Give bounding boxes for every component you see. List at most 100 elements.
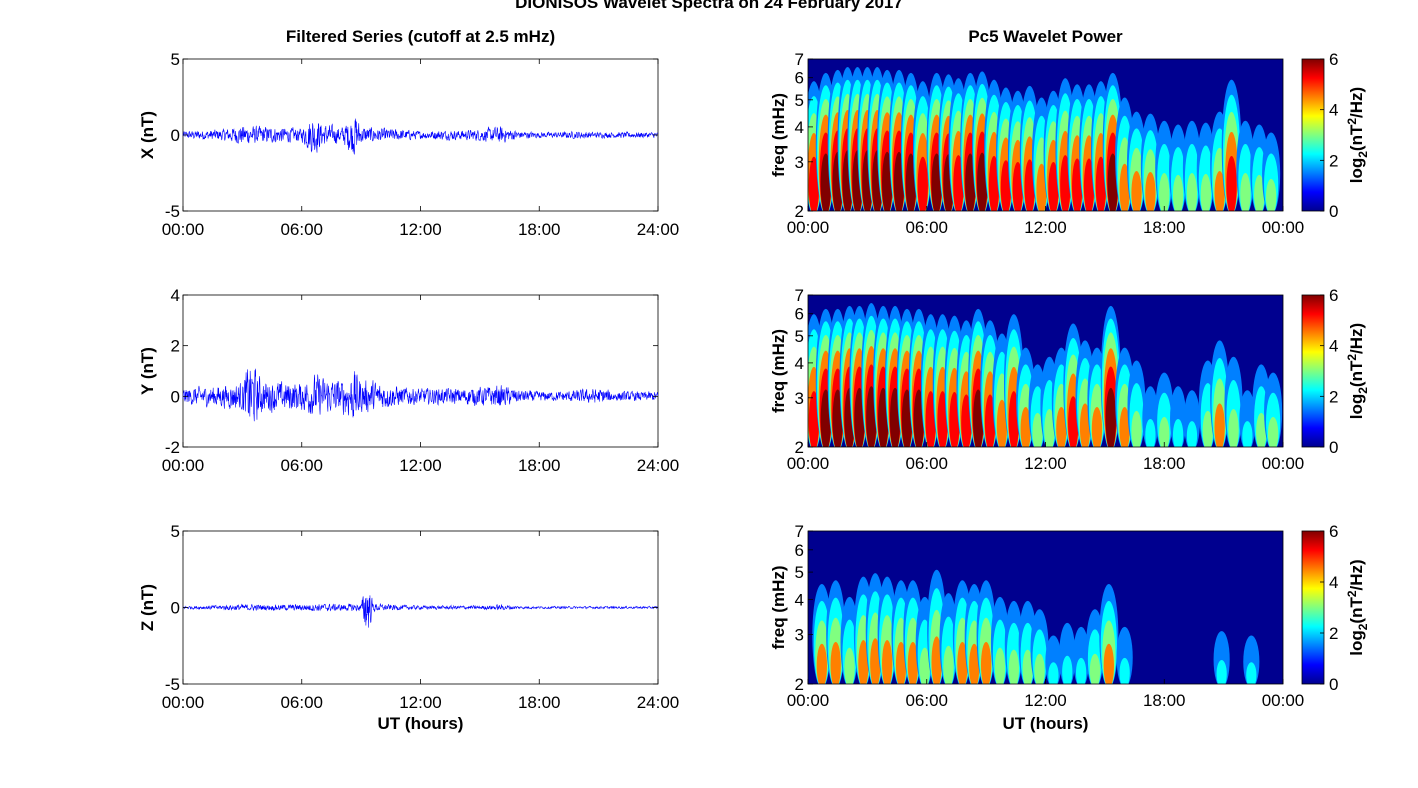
x-tick-label: 18:00 — [1143, 691, 1186, 710]
colorbar-1 — [1301, 58, 1325, 212]
wavelet-burst — [1242, 421, 1253, 447]
freq-tick-label: 4 — [795, 590, 804, 609]
wavelet-burst — [1159, 416, 1170, 447]
x-tick-label: 06:00 — [905, 454, 948, 473]
wavelet-burst — [870, 638, 881, 684]
wavelet-column-title: Pc5 Wavelet Power — [968, 27, 1123, 46]
wavelet-burst — [1072, 158, 1083, 211]
wavelet-burst — [1256, 412, 1267, 447]
wavelet-heatmap-3 — [808, 531, 1283, 684]
y-tick-label: 2 — [171, 337, 180, 356]
x-tick-label: 18:00 — [518, 456, 561, 475]
time-series-ylabel-2: Y (nT) — [138, 347, 157, 395]
freq-tick-label: 7 — [795, 522, 804, 541]
wavelet-burst — [917, 156, 928, 211]
wavelet-burst — [996, 399, 1008, 447]
wavelet-burst — [1083, 158, 1095, 211]
wavelet-burst — [1228, 408, 1239, 447]
freq-tick-label: 5 — [795, 91, 804, 110]
y-tick-label: 5 — [171, 50, 180, 69]
wavelet-burst — [844, 647, 855, 684]
wavelet-burst — [980, 641, 992, 684]
colorbar-tick-label: 4 — [1329, 573, 1338, 592]
colorbar-tick-label: 0 — [1329, 438, 1338, 457]
freq-tick-label: 3 — [795, 153, 804, 172]
wavelet-heatmap-1 — [808, 59, 1283, 211]
x-tick-label: 12:00 — [1024, 218, 1067, 237]
wavelet-burst — [1202, 410, 1213, 447]
wavelet-burst — [1254, 174, 1265, 211]
x-tick-label: 00:00 — [1262, 691, 1305, 710]
x-tick-label: 12:00 — [399, 693, 442, 712]
colorbar-tick-label: 6 — [1329, 286, 1338, 305]
wavelet-burst — [1119, 407, 1130, 447]
x-tick-label: 00:00 — [162, 456, 205, 475]
wavelet-burst — [943, 645, 954, 684]
wavelet-burst — [994, 647, 1006, 684]
freq-tick-label: 5 — [795, 327, 804, 346]
wavelet-burst — [931, 636, 942, 684]
time-series-axes-2 — [182, 294, 659, 448]
wavelet-burst — [1131, 410, 1142, 447]
freq-tick-label: 2 — [795, 202, 804, 221]
wavelet-burst — [1020, 407, 1031, 447]
wavelet-burst — [858, 640, 869, 684]
wavelet-burst — [1119, 163, 1130, 211]
figure-title: DIONISOS Wavelet Spectra on 24 February … — [515, 0, 903, 12]
y-tick-label: 0 — [171, 126, 180, 145]
wavelet-burst — [1022, 649, 1033, 684]
wavelet-burst — [961, 394, 972, 447]
freq-tick-label: 3 — [795, 625, 804, 644]
freq-tick-label: 2 — [795, 675, 804, 694]
freq-tick-label: 6 — [795, 305, 804, 324]
colorbar-tick-label: 6 — [1329, 50, 1338, 69]
wavelet-burst — [1048, 161, 1059, 211]
x-tick-label: 00:00 — [162, 693, 205, 712]
wavelet-burst — [1145, 172, 1156, 211]
freq-tick-label: 6 — [795, 541, 804, 560]
freq-tick-label: 5 — [795, 563, 804, 582]
x-tick-label: 12:00 — [399, 456, 442, 475]
wavelet-burst — [1008, 649, 1019, 684]
wavelet-burst — [1216, 660, 1227, 684]
wavelet-burst — [1131, 171, 1142, 211]
wavelet-burst — [1089, 653, 1101, 684]
wavelet-burst — [1159, 172, 1170, 211]
wavelet-burst — [1036, 163, 1047, 211]
wavelet-burst — [1075, 657, 1087, 684]
wavelet-burst — [1172, 418, 1184, 447]
time-series-trace-3 — [182, 595, 659, 628]
colorbar-label: log2(nT2/Hz) — [1345, 87, 1370, 183]
wavelet-burst — [1240, 172, 1251, 211]
y-tick-label: 0 — [171, 599, 180, 618]
wavelet-burst — [969, 643, 980, 684]
time-series-axes-1 — [182, 58, 659, 212]
time-series-ylabel-3: Z (nT) — [138, 584, 157, 631]
wavelet-burst — [1267, 416, 1279, 447]
colorbar-tick-label: 6 — [1329, 522, 1338, 541]
wavelet-burst — [1103, 643, 1114, 684]
wavelet-burst — [957, 641, 968, 684]
wavelet-ylabel-3: freq (mHz) — [769, 565, 788, 649]
wavelet-burst — [1032, 412, 1043, 447]
x-tick-label: 18:00 — [1143, 454, 1186, 473]
freq-tick-label: 2 — [795, 438, 804, 457]
x-tick-label: 12:00 — [1024, 454, 1067, 473]
wavelet-burst — [1091, 407, 1103, 447]
y-tick-label: -2 — [165, 438, 180, 457]
wavelet-burst — [1119, 657, 1130, 684]
x-tick-label: 12:00 — [1024, 691, 1067, 710]
x-tick-label: 06:00 — [280, 456, 323, 475]
wavelet-burst — [1226, 155, 1237, 211]
freq-tick-label: 4 — [795, 354, 804, 373]
x-tick-label: 06:00 — [280, 693, 323, 712]
x-tick-label: 12:00 — [399, 220, 442, 239]
wavelet-burst — [1079, 403, 1091, 447]
wavelet-burst — [895, 641, 907, 684]
wavelet-burst — [1246, 662, 1257, 684]
freq-tick-label: 6 — [795, 69, 804, 88]
x-tick-label: 00:00 — [787, 691, 830, 710]
freq-tick-label: 7 — [795, 286, 804, 305]
wavelet-burst — [1044, 408, 1055, 447]
